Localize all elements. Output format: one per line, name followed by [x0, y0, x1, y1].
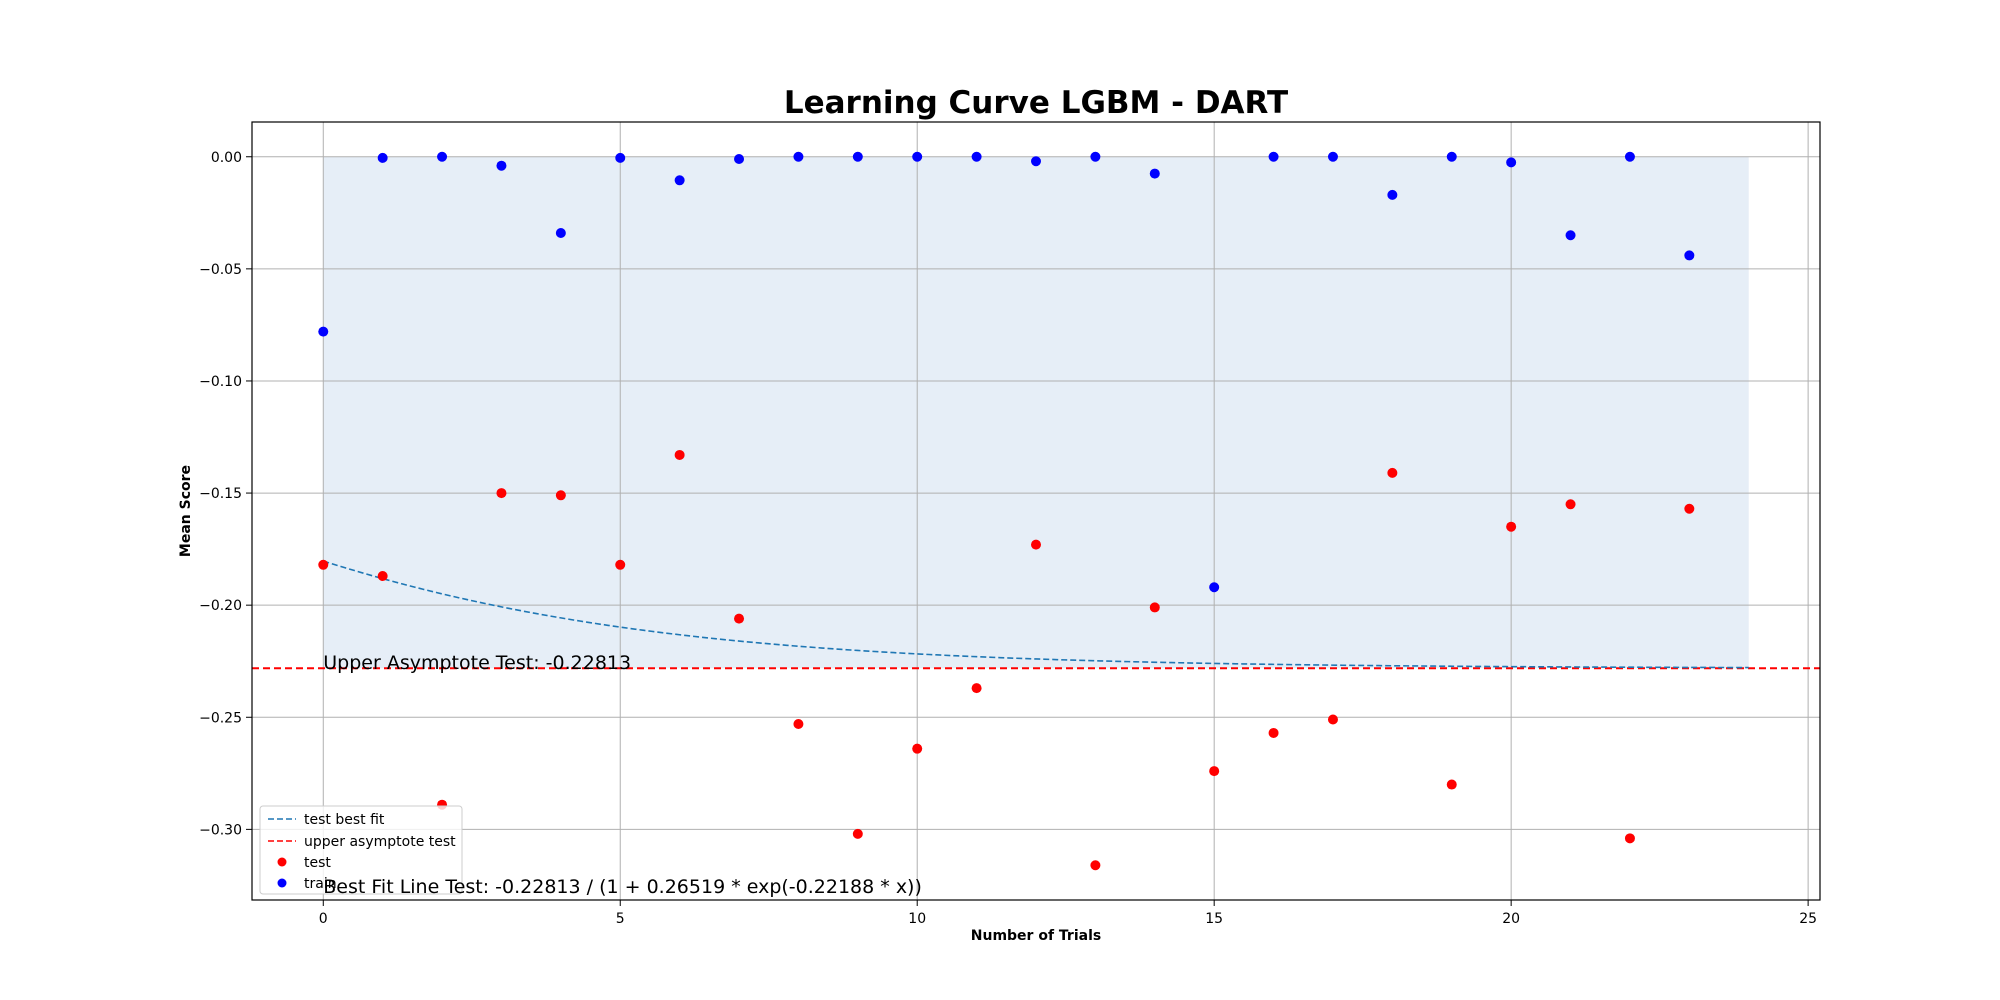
train-point: [1506, 157, 1517, 168]
test-point: [615, 559, 626, 570]
grid-lines: [252, 122, 1820, 900]
test-point: [1268, 727, 1279, 738]
train-point: [318, 326, 329, 337]
legend-asymptote-label: upper asymptote test: [304, 834, 456, 850]
test-point: [377, 571, 388, 582]
test-point: [912, 743, 923, 754]
y-tick-label: −0.25: [199, 710, 242, 726]
x-tick-label: 20: [1502, 911, 1520, 927]
x-axis-label: Number of Trials: [971, 928, 1101, 944]
y-tick-label: −0.20: [199, 598, 242, 614]
test-point: [1684, 503, 1695, 514]
legend-train-marker: [277, 878, 287, 888]
y-tick-label: −0.05: [199, 262, 242, 278]
train-point: [437, 151, 448, 162]
test-point: [793, 718, 804, 729]
test-point: [1506, 521, 1517, 532]
x-tick-label: 25: [1799, 911, 1817, 927]
y-tick-label: −0.10: [199, 374, 242, 390]
fill-between-rect: [323, 156, 1749, 669]
train-point: [496, 160, 507, 171]
test-point: [1624, 833, 1635, 844]
train-point: [1327, 151, 1338, 162]
train-point: [1031, 156, 1041, 167]
test-point: [1209, 766, 1220, 777]
x-tick-label: 0: [319, 911, 328, 927]
test-point: [1387, 467, 1398, 478]
test-point: [318, 559, 329, 570]
x-tick-label: 15: [1205, 911, 1223, 927]
legend-test-label: test: [304, 855, 331, 871]
y-axis-label: Mean Score: [178, 465, 194, 557]
line-layer: [252, 560, 1820, 670]
chart-title: Learning Curve LGBM - DART: [784, 85, 1288, 121]
x-tick-label: 5: [616, 911, 625, 927]
x-axis-ticks: 0 5 10 15 20 25: [319, 900, 1817, 927]
legend: test best fit upper asymptote test test …: [259, 805, 463, 895]
test-point: [971, 683, 982, 694]
train-point: [852, 151, 863, 162]
train-point: [1149, 168, 1160, 179]
test-point: [1090, 860, 1101, 871]
legend-test-marker: [277, 857, 287, 867]
train-point: [1624, 151, 1635, 162]
legend-best-fit-label: test best fit: [304, 812, 385, 828]
train-point: [793, 151, 804, 162]
test-point: [674, 449, 685, 460]
test-point: [1149, 602, 1160, 613]
legend-box: [259, 805, 463, 895]
train-point: [1684, 250, 1695, 261]
best-fit-annotation: Best Fit Line Test: -0.22813 / (1 + 0.26…: [323, 876, 922, 898]
train-point: [1090, 151, 1101, 162]
test-point: [1446, 779, 1457, 790]
test-point: [1031, 539, 1041, 550]
train-point: [615, 152, 626, 163]
y-tick-label: −0.30: [199, 822, 242, 838]
train-point: [734, 153, 745, 164]
train-point: [912, 151, 923, 162]
train-point: [674, 175, 685, 186]
y-tick-label: 0.00: [211, 150, 242, 166]
test-point: [734, 613, 745, 624]
train-point: [1209, 582, 1220, 593]
train-point: [377, 152, 388, 163]
plot-frame: [251, 121, 1821, 901]
train-point: [1387, 189, 1398, 200]
y-tick-label: −0.15: [199, 486, 242, 502]
x-tick-label: 10: [908, 911, 926, 927]
train-point: [555, 227, 566, 238]
train-point: [971, 151, 982, 162]
train-point: [1268, 151, 1279, 162]
y-axis-ticks: 0.00 −0.05 −0.10 −0.15 −0.20 −0.25 −0.30: [199, 150, 252, 838]
test-point: [1327, 714, 1338, 725]
asymptote-annotation: Upper Asymptote Test: -0.22813: [323, 652, 631, 674]
scatter-points: [318, 151, 1695, 871]
legend-train-label: train: [304, 876, 337, 892]
test-point: [496, 488, 507, 499]
test-point: [852, 828, 863, 839]
train-point: [1446, 151, 1457, 162]
train-point: [1565, 230, 1576, 241]
test-point: [555, 490, 566, 501]
best-fit-curve: [323, 560, 1749, 669]
test-point: [1565, 499, 1576, 510]
fill-between-area: [323, 156, 1749, 669]
